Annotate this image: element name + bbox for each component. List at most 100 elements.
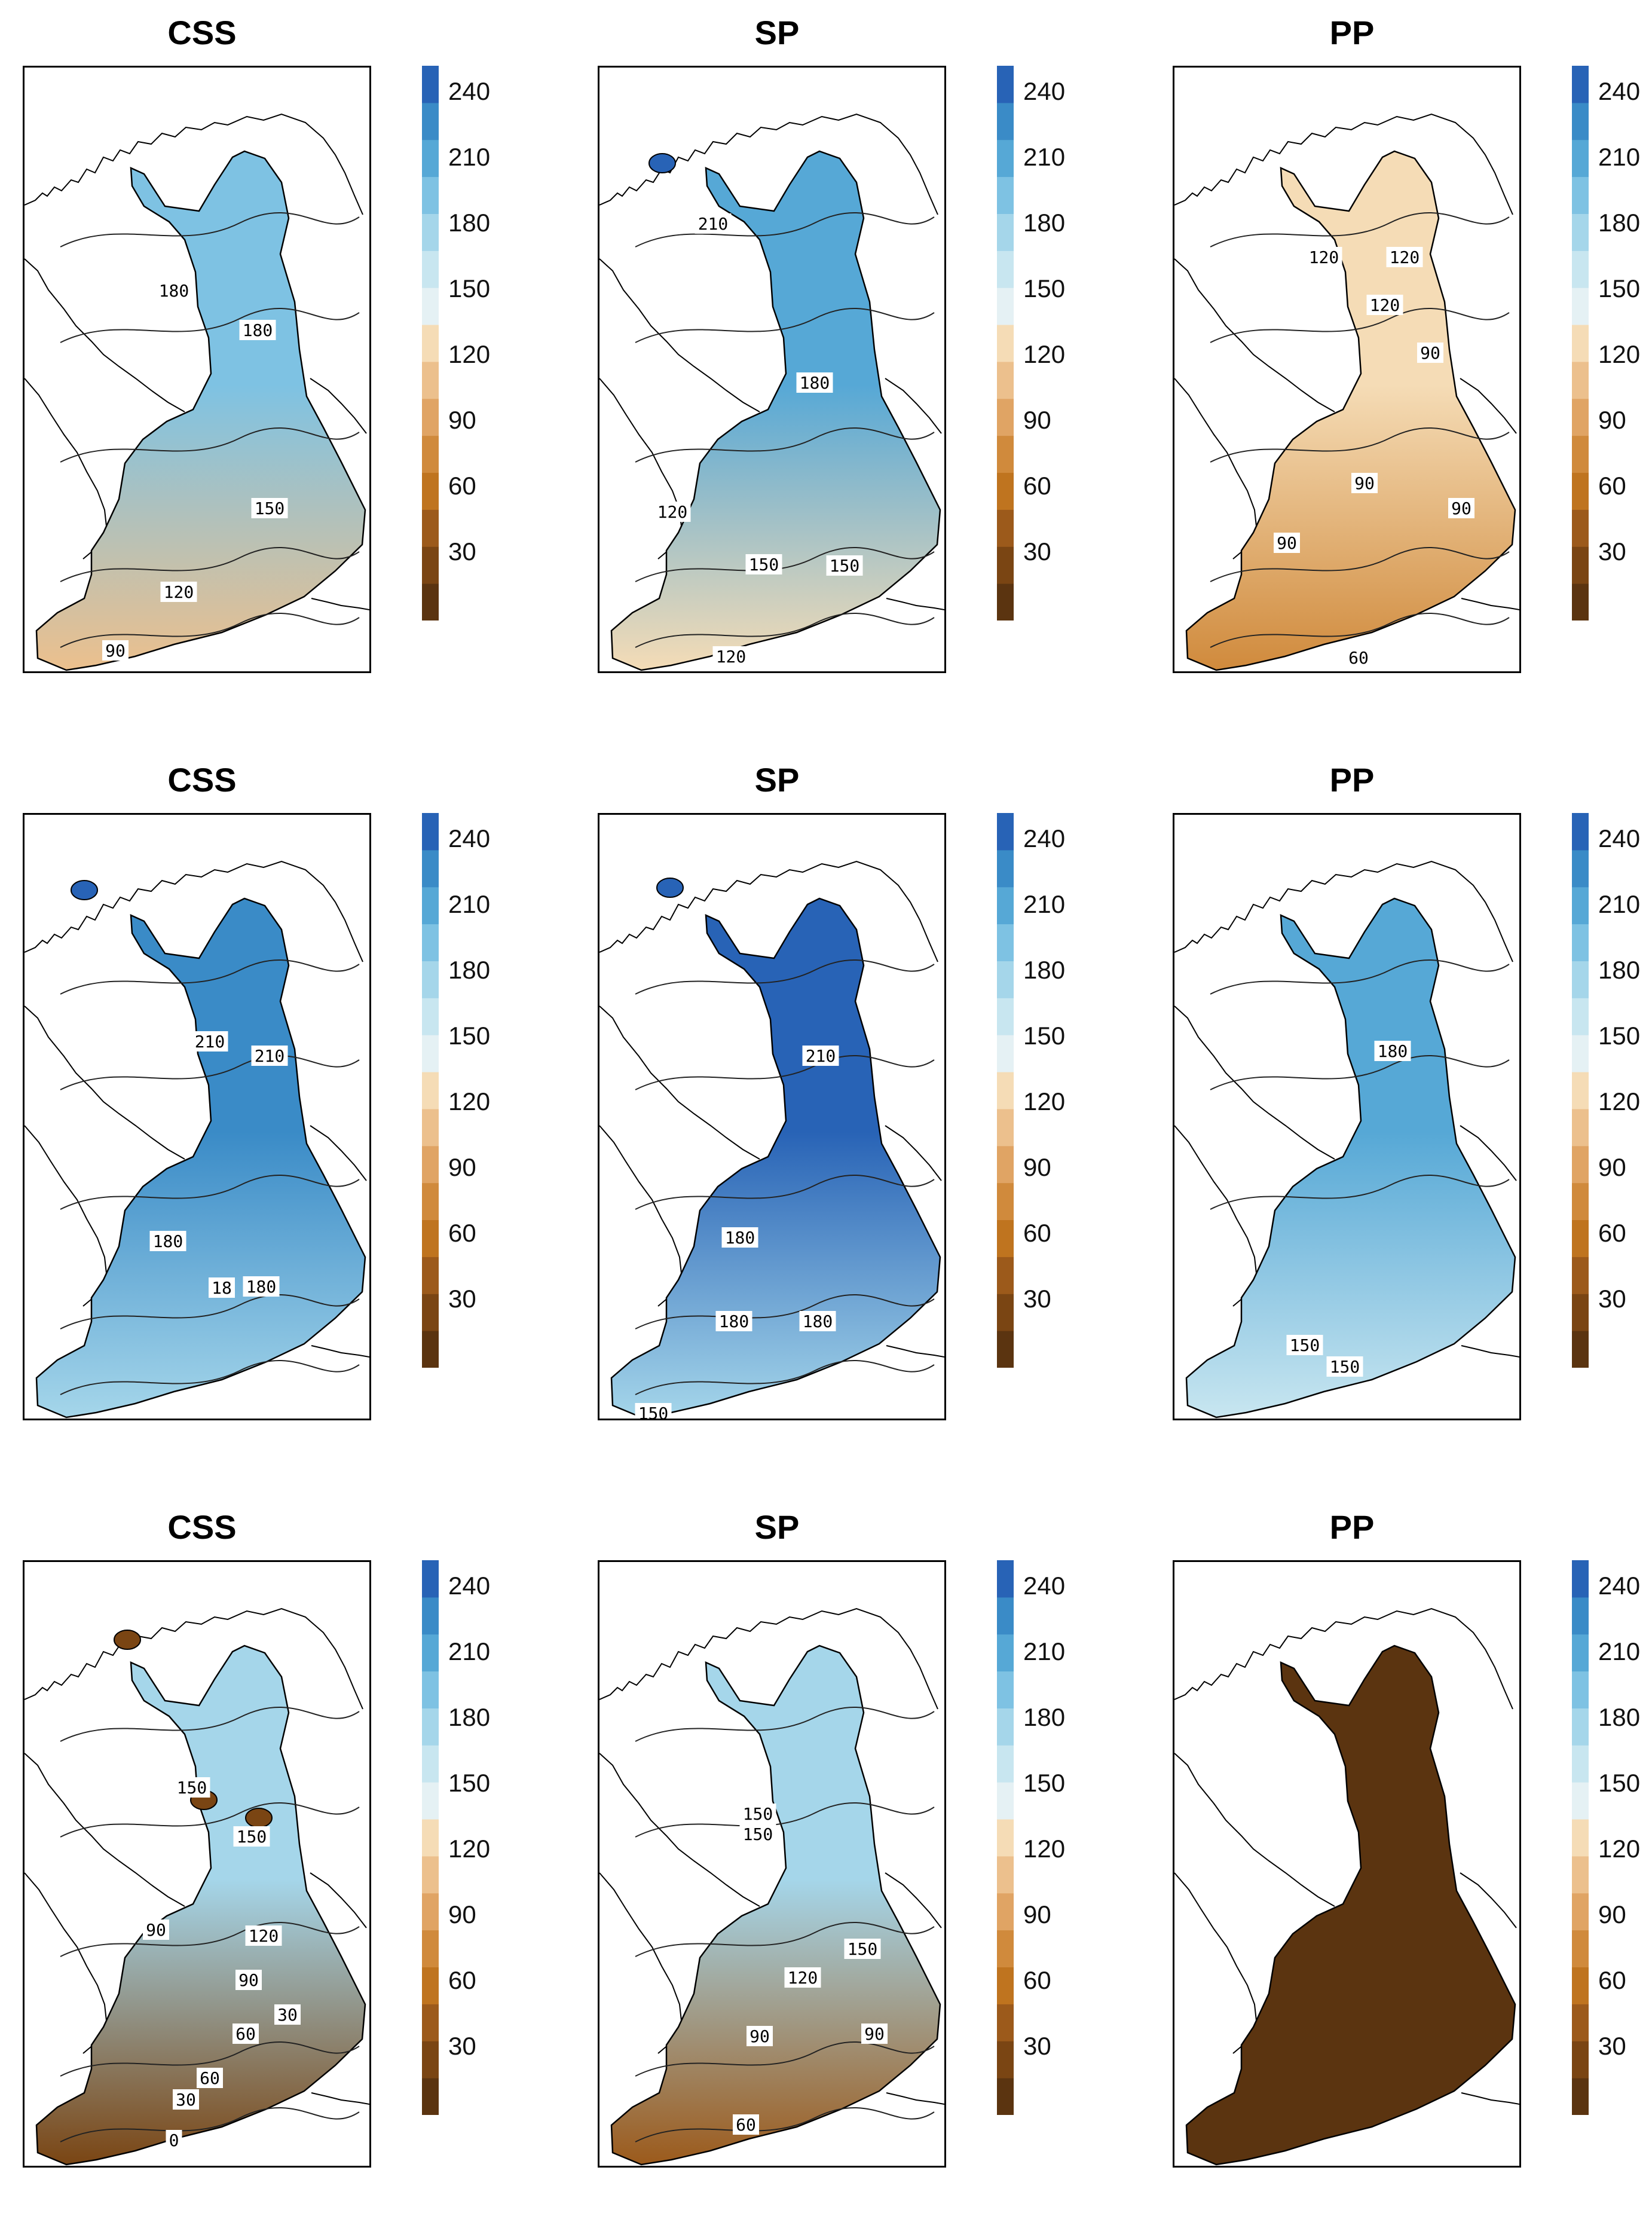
contour-label-bg: [802, 1046, 839, 1066]
finland-region: [610, 1645, 941, 2166]
colorbar-segment: [1572, 813, 1589, 851]
panel-r1-css: CSS 180 180 150 120 90 240 210 180 150 120 9…: [23, 13, 537, 719]
contour-label: 0: [169, 2131, 179, 2150]
coastline: [1174, 1753, 1335, 1907]
colorbar-segment: [422, 435, 439, 473]
contour-label: 60: [736, 2115, 756, 2135]
colorbar-tick: 120: [448, 1835, 491, 1863]
contour-label-bg: [635, 1403, 672, 1419]
coastline: [1174, 1005, 1335, 1160]
colorbar-segment: [422, 2078, 439, 2115]
colorbar-segment: [997, 1671, 1014, 1708]
colorbar-tick: 240: [1023, 1572, 1066, 1600]
colorbar-segment: [997, 2041, 1014, 2078]
colorbar-tick: 30: [1023, 2032, 1051, 2060]
map: 180 180 150 120 90: [23, 66, 371, 673]
coastline: [885, 1125, 942, 1181]
contour-line: [635, 1802, 935, 1838]
contour-label-bg: [745, 554, 782, 574]
contour-patch: [71, 880, 98, 900]
coastline: [25, 1607, 363, 1710]
colorbar-tick: 60: [448, 1966, 476, 1994]
contour-line: [60, 613, 360, 648]
colorbar-tick: 60: [448, 472, 476, 500]
contour-label-bg: [739, 1824, 776, 1844]
contour-label-bg: [695, 213, 732, 234]
colorbar: [997, 1560, 1014, 2115]
coastline: [1461, 2092, 1519, 2105]
contour-label: 120: [164, 582, 194, 602]
panel-r2-sp: SP 210 180 180 180 150 240 210 180 150 120 9…: [598, 760, 1112, 1466]
panel-title: PP: [1329, 1508, 1375, 1546]
contour-label-bg: [149, 1231, 186, 1251]
colorbar-tick: 30: [1598, 1285, 1626, 1313]
contour-label: 90: [864, 2024, 885, 2044]
colorbar-segment: [997, 1708, 1014, 1746]
contour-line: [60, 427, 360, 463]
colorbar-svg: [1572, 1560, 1589, 2115]
contour-label: 150: [848, 1939, 878, 1959]
colorbar-segment: [422, 361, 439, 399]
colorbar-segment: [422, 176, 439, 214]
colorbar-tick: 30: [1023, 537, 1051, 566]
contour-label-bg: [233, 1826, 270, 1847]
colorbar-segment: [422, 139, 439, 178]
colorbar-tick: 180: [448, 209, 491, 237]
contour-line: [60, 959, 360, 995]
colorbar-segment: [1572, 472, 1589, 510]
colorbar-segment: [422, 924, 439, 961]
contour-label: 120: [1309, 247, 1339, 267]
panel-r1-sp: SP 210 180 120 150 150 120 240 210 180 150 12…: [598, 13, 1112, 719]
contour-line: [635, 547, 935, 582]
coastline: [1174, 258, 1335, 412]
colorbar-segment: [1572, 1819, 1589, 1857]
contour-label: 180: [246, 1277, 277, 1297]
colorbar-segment: [422, 1671, 439, 1708]
contour-label-bg: [733, 2114, 759, 2135]
colorbar-segment: [997, 2078, 1014, 2115]
colorbar-segment: [1572, 924, 1589, 961]
map-svg: 120 120 120 90 90 90 90 60: [1174, 113, 1519, 671]
colorbar-segment: [422, 546, 439, 584]
colorbar-tick: 90: [1023, 406, 1051, 434]
contour-label: 150: [749, 555, 779, 574]
colorbar-segment: [1572, 1930, 1589, 1968]
colorbar-tick: 60: [1023, 1966, 1051, 1994]
contour-line: [635, 427, 935, 463]
colorbar-segment: [422, 102, 439, 140]
contour-label: 210: [195, 1032, 225, 1052]
colorbar-segment: [422, 1708, 439, 1746]
contour-label: 90: [1451, 499, 1471, 518]
finland-region: [1185, 1645, 1516, 2166]
colorbar-segment: [997, 176, 1014, 214]
contour-line: [1210, 547, 1510, 582]
contour-label-bg: [1305, 247, 1342, 267]
colorbar-segment: [422, 1597, 439, 1635]
contour-label-bg: [1274, 533, 1300, 553]
colorbar-segment: [997, 924, 1014, 961]
colorbar-tick: 120: [1598, 1835, 1641, 1863]
colorbar-tick: 240: [1598, 1572, 1641, 1600]
colorbar-tick: 120: [1023, 1087, 1066, 1115]
contour-label-bg: [1286, 1335, 1323, 1355]
colorbar-tick: 120: [448, 340, 491, 368]
contour-label: 120: [249, 1926, 279, 1946]
colorbar-segment: [997, 1967, 1014, 2004]
colorbar-segment: [997, 1145, 1014, 1184]
panel-title: PP: [1329, 14, 1375, 51]
colorbar-segment: [1572, 250, 1589, 288]
colorbar-segment: [1572, 1182, 1589, 1221]
contour-label: 150: [177, 1778, 207, 1798]
colorbar-segment: [997, 2004, 1014, 2041]
colorbar-segment: [422, 1930, 439, 1968]
colorbar-segment: [422, 998, 439, 1035]
contour-label-bg: [784, 1967, 821, 1988]
colorbar-tick: 150: [1023, 1022, 1066, 1050]
contour-label-bg: [274, 2004, 301, 2025]
coastline: [1460, 1872, 1517, 1928]
contour-label-bg: [715, 1311, 752, 1331]
colorbar-segment: [997, 139, 1014, 178]
coastline: [1461, 1345, 1519, 1358]
contour-line: [635, 1175, 935, 1210]
panel-title: CSS: [167, 1508, 237, 1546]
